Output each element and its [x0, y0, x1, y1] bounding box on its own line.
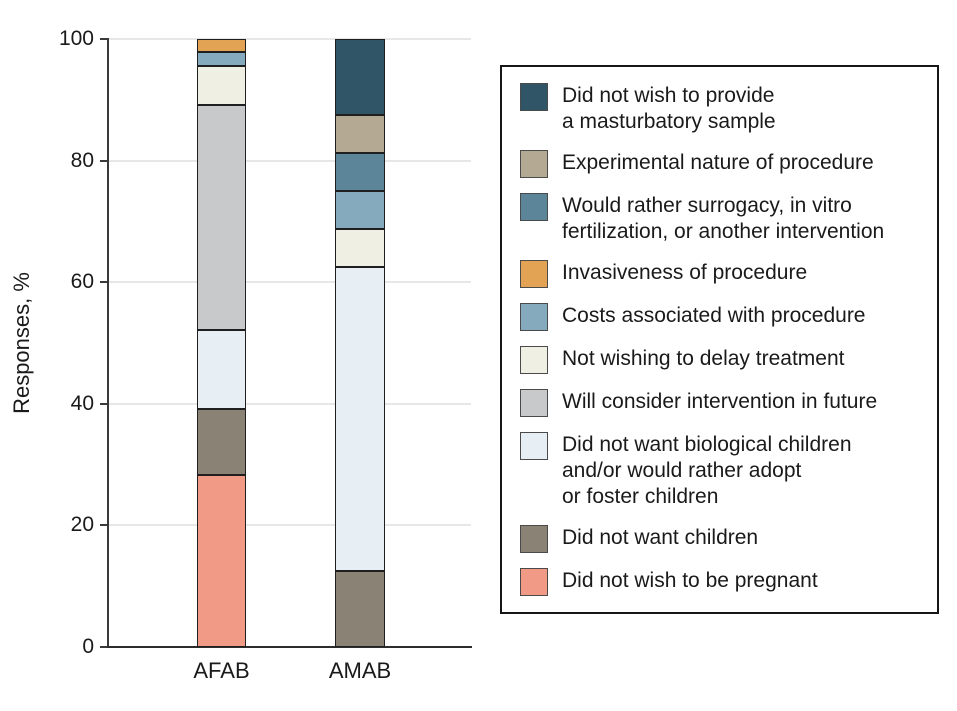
y-tick-40: [100, 402, 109, 405]
legend-item: Will consider intervention in future: [520, 389, 919, 417]
plot-area: [109, 38, 471, 647]
bar-segment: [335, 571, 385, 647]
gridline-80: [109, 159, 471, 162]
legend-item: Invasiveness of procedure: [520, 260, 919, 288]
legend-swatch: [520, 525, 548, 553]
legend-label: Will consider intervention in future: [562, 390, 878, 413]
bar-segment: [335, 115, 385, 153]
bar-afab: [197, 39, 246, 647]
bar-segment: [335, 229, 385, 267]
legend-swatch: [520, 303, 548, 331]
bar-segment: [197, 408, 246, 476]
legend-label: Would rather surrogacy, in vitro fertili…: [562, 194, 885, 243]
category-label-afab: AFAB: [193, 658, 250, 683]
legend-item: Did not want biological children and/or …: [520, 432, 919, 510]
bar-segment: [197, 65, 246, 106]
bar-segment: [335, 39, 385, 115]
bar-segment: [197, 52, 246, 66]
bar-segment: [335, 153, 385, 191]
y-tick-0: [100, 646, 109, 648]
legend-label: Experimental nature of procedure: [562, 151, 874, 174]
bar-segment: [197, 39, 246, 53]
y-tick-100: [100, 38, 109, 40]
bar-segment: [197, 475, 246, 647]
y-tick-80: [100, 159, 109, 162]
category-label-amab: AMAB: [328, 658, 392, 683]
legend-swatch: [520, 193, 548, 221]
bar-segment: [197, 329, 246, 409]
y-tick-label-40: 40: [70, 391, 94, 415]
legend-swatch: [520, 346, 548, 374]
bar-segment: [335, 267, 385, 571]
gridline-100: [109, 38, 471, 40]
legend-swatch: [520, 83, 548, 111]
legend-item: Costs associated with procedure: [520, 303, 919, 331]
legend-label: Did not want children: [562, 526, 759, 549]
bar-segment: [197, 105, 246, 330]
bar-segment: [335, 191, 385, 229]
gridline-60: [109, 281, 471, 284]
legend-swatch: [520, 568, 548, 596]
y-tick-label-100: 100: [58, 27, 94, 50]
legend-label: Did not wish to be pregnant: [562, 569, 818, 592]
legend-swatch: [520, 150, 548, 178]
y-tick-label-60: 60: [70, 270, 94, 294]
y-tick-label-80: 80: [70, 148, 94, 172]
legend-box: Did not wish to provide a masturbatory s…: [500, 65, 939, 614]
legend-label: Did not want biological children and/or …: [562, 433, 852, 508]
y-tick-60: [100, 281, 109, 284]
legend-swatch: [520, 432, 548, 460]
bar-amab: [335, 39, 385, 647]
legend-item: Not wishing to delay treatment: [520, 346, 919, 374]
y-tick-20: [100, 524, 109, 527]
legend-label: Did not wish to provide a masturbatory s…: [562, 84, 776, 133]
legend-label: Invasiveness of procedure: [562, 261, 808, 284]
legend-item: Did not wish to provide a masturbatory s…: [520, 83, 919, 135]
legend-label: Costs associated with procedure: [562, 304, 866, 327]
y-tick-label-0: 0: [82, 635, 94, 658]
legend-item: Did not want children: [520, 525, 919, 553]
y-axis-line: [107, 39, 109, 648]
gridline-20: [109, 524, 471, 527]
legend-swatch: [520, 389, 548, 417]
legend-label: Not wishing to delay treatment: [562, 347, 845, 370]
legend-item: Did not wish to be pregnant: [520, 568, 919, 596]
legend-item: Experimental nature of procedure: [520, 150, 919, 178]
legend-item: Would rather surrogacy, in vitro fertili…: [520, 193, 919, 245]
x-axis-line: [107, 646, 472, 648]
legend-swatch: [520, 260, 548, 288]
gridline-40: [109, 402, 471, 405]
y-tick-label-20: 20: [70, 513, 94, 537]
